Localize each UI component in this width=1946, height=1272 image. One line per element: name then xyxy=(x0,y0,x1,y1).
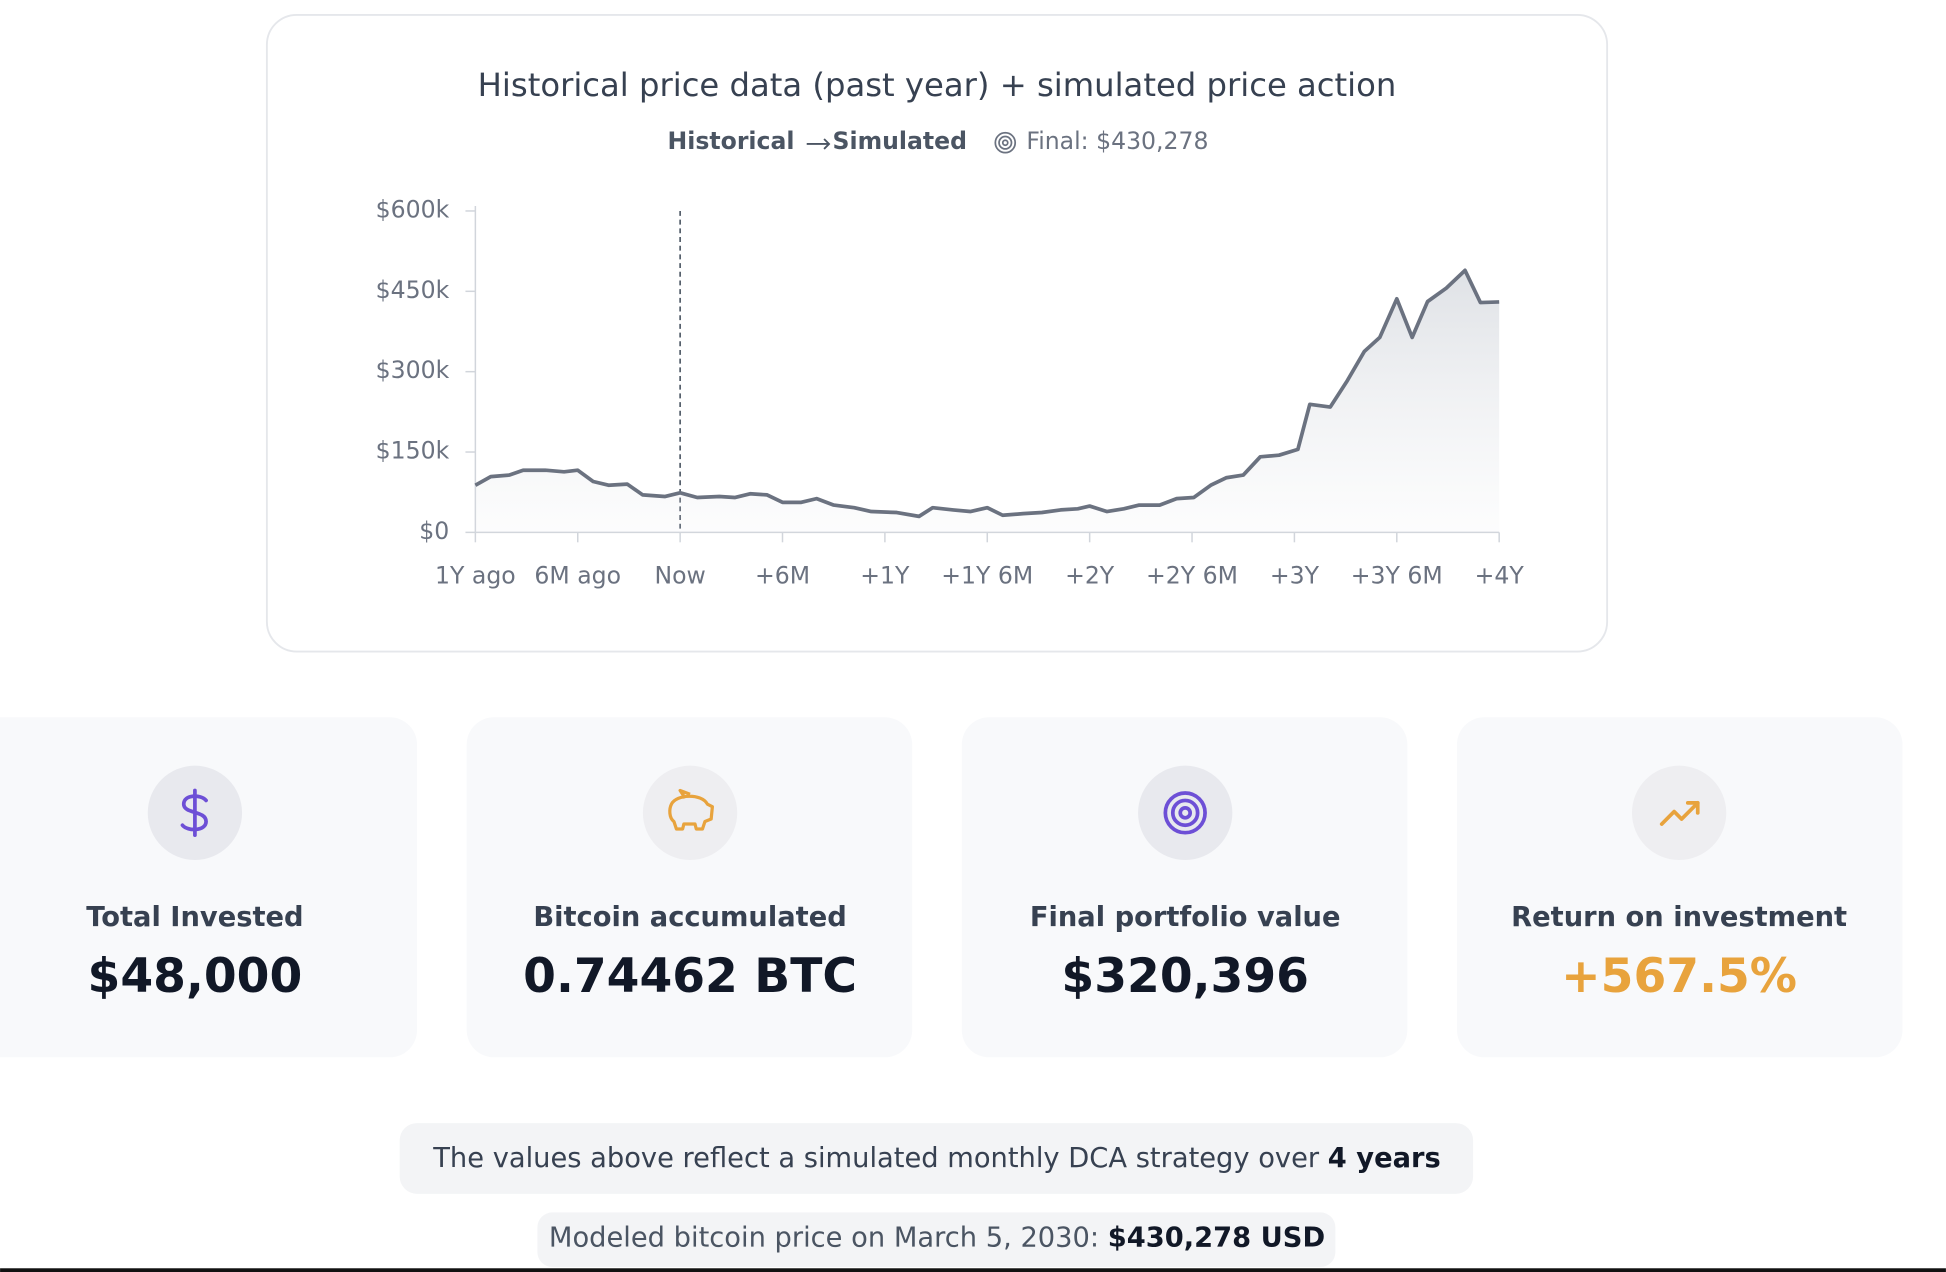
stat-card xyxy=(0,717,418,1058)
price-line xyxy=(474,268,1500,519)
plot: $0 $150k $300k $450k $600k 1Y ago 6M ago Now +6M… xyxy=(376,195,1525,589)
x-tick-label: 6M ago xyxy=(534,562,621,590)
y-tick-label: $450k xyxy=(376,276,450,304)
icon-bg xyxy=(1138,765,1233,860)
chart-title: Historical price data (past year) + simu… xyxy=(478,66,1397,104)
x-tick-label: +2Y 6M xyxy=(1146,562,1238,590)
x-tick-label: 1Y ago xyxy=(435,562,516,590)
note-emphasis: $430,278 USD xyxy=(1108,1222,1325,1253)
x-tick-label: +4Y xyxy=(1475,562,1525,590)
note-box xyxy=(537,1212,1336,1268)
stat-cards: Total Invested $48,000 Bitcoin accumulat… xyxy=(0,717,1903,1058)
x-tick-label: +2Y xyxy=(1065,562,1115,590)
trend-icon xyxy=(1659,801,1700,826)
icon-bg xyxy=(1631,765,1727,860)
bottom-edge xyxy=(0,1268,1946,1272)
y-tick-label: $0 xyxy=(419,517,449,545)
x-tick-label: Now xyxy=(654,562,705,590)
stat-value: 0.74462 BTC xyxy=(523,949,857,1004)
x-tick-label: +3Y xyxy=(1270,562,1320,590)
stat-label: Final portfolio value xyxy=(1030,902,1341,933)
stat-label: Return on investment xyxy=(1511,902,1847,933)
note: Modeled bitcoin price on March 5, 2030: … xyxy=(549,1222,1325,1253)
stat-card xyxy=(961,717,1408,1058)
piggy-icon xyxy=(668,788,715,831)
x-tick-label: +1Y 6M xyxy=(941,562,1033,590)
final-icon xyxy=(994,131,1017,154)
icon-bg xyxy=(642,765,738,860)
y-tick-label: $150k xyxy=(376,437,450,465)
stat-label: Total Invested xyxy=(86,902,303,933)
final-label: Final: $430,278 xyxy=(1026,127,1208,155)
x-tick-label: +6M xyxy=(755,562,810,590)
y-tick-label: $300k xyxy=(376,356,450,384)
x-tick-label: +1Y xyxy=(860,562,910,590)
legend-simulated: Simulated xyxy=(833,127,967,155)
dollar-icon xyxy=(180,788,208,838)
stat-card xyxy=(466,717,913,1058)
area xyxy=(475,270,1500,533)
stat-value: $48,000 xyxy=(88,949,303,1004)
stat-value: $320,396 xyxy=(1061,949,1309,1004)
stat-value: +567.5% xyxy=(1561,949,1797,1004)
target-icon xyxy=(1163,791,1207,835)
legend-arrow-head xyxy=(823,138,831,150)
note-box xyxy=(399,1123,1474,1194)
legend-historical: Historical xyxy=(668,127,795,155)
note-emphasis: 4 years xyxy=(1328,1143,1441,1174)
x-tick-label: +3Y 6M xyxy=(1351,562,1443,590)
stat-card xyxy=(1456,717,1903,1058)
y-tick-label: $600k xyxy=(376,195,450,223)
note-text: Modeled bitcoin price on March 5, 2030: xyxy=(549,1222,1099,1253)
note: The values above reflect a simulated mon… xyxy=(432,1143,1440,1174)
note-text: The values above reflect a simulated mon… xyxy=(432,1143,1320,1174)
stat-label: Bitcoin accumulated xyxy=(533,902,846,933)
